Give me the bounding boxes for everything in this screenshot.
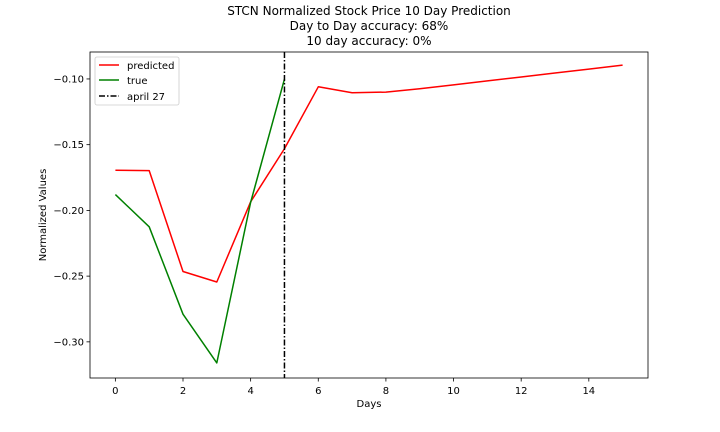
x-tick-label: 12 — [515, 386, 528, 397]
y-axis-label: Normalized Values — [38, 169, 49, 262]
chart-title-line-2: Day to Day accuracy: 68% — [289, 19, 449, 33]
y-tick-label: −0.10 — [53, 74, 84, 85]
series-layer — [114, 64, 623, 364]
plot-area — [89, 51, 649, 379]
y-tick-label: −0.30 — [53, 337, 84, 348]
legend: predicted true april 27 — [94, 56, 180, 106]
chart-title-line-3: 10 day accuracy: 0% — [306, 34, 432, 48]
x-axis-label: Days — [357, 399, 382, 410]
legend-label-april-27: april 27 — [127, 92, 165, 103]
x-tick-label: 0 — [112, 386, 118, 397]
x-axis-ticks: 0 2 4 6 8 10 12 14 — [112, 378, 595, 397]
y-axis-ticks: −0.30 −0.25 −0.20 −0.15 −0.10 — [53, 74, 90, 348]
legend-label-predicted: predicted — [127, 61, 174, 72]
x-tick-label: 8 — [383, 386, 389, 397]
y-tick-label: −0.25 — [53, 272, 84, 283]
x-tick-label: 14 — [582, 386, 595, 397]
legend-box — [94, 56, 180, 106]
x-tick-label: 6 — [315, 386, 321, 397]
series-line-true — [114, 78, 286, 364]
x-tick-label: 2 — [180, 386, 186, 397]
legend-label-true: true — [127, 76, 148, 87]
x-tick-label: 4 — [247, 386, 253, 397]
y-tick-label: −0.20 — [53, 206, 84, 217]
chart-title-line-1: STCN Normalized Stock Price 10 Day Predi… — [227, 4, 511, 18]
chart-title: STCN Normalized Stock Price 10 Day Predi… — [0, 4, 720, 49]
series-line-predicted — [115, 64, 623, 283]
y-tick-label: −0.15 — [53, 140, 84, 151]
x-tick-label: 10 — [447, 386, 460, 397]
